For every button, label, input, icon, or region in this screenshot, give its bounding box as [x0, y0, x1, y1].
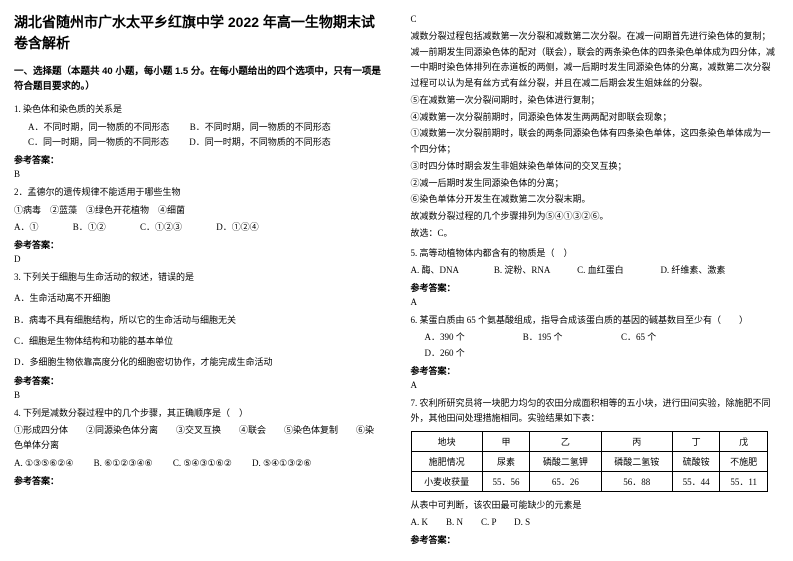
- q1-ans-label: 参考答案：: [14, 153, 383, 166]
- q3-A: A．生命活动离不开细胞: [14, 291, 383, 306]
- q5-ans-label: 参考答案：: [411, 281, 780, 294]
- exp-4: ③时四分体时期会发生非姐妹染色单体间的交叉互换；: [411, 159, 780, 175]
- exp-3: ①减数第一次分裂前期时，联会的两条同源染色体有四条染色单体，这四条染色单体成为一…: [411, 126, 780, 158]
- q5-ans: A: [411, 297, 780, 307]
- q3-stem: 3. 下列关于细胞与生命活动的叙述，错误的是: [14, 270, 383, 285]
- exp-8: 故选：C。: [411, 226, 780, 242]
- r2-4: 55．44: [672, 471, 720, 491]
- exp-6: ⑥染色单体分开发生在减数第二次分裂末期。: [411, 192, 780, 208]
- q5-D: D. 纤维素、激素: [660, 263, 752, 278]
- q2-line: ①病毒 ②蓝藻 ③绿色开花植物 ④细菌: [14, 203, 383, 218]
- exp-2: ④减数第一次分裂前期时，同源染色体发生两两配对即联会现象；: [411, 110, 780, 126]
- q1-A: A．不同时期，同一物质的不同形态: [28, 120, 170, 135]
- q2-ans: D: [14, 254, 383, 264]
- r1-0: 施肥情况: [411, 451, 482, 471]
- exp-0: 减数分裂过程包括减数第一次分裂和减数第二次分裂。在减一间期首先进行染色体的复制；…: [411, 29, 780, 92]
- q5-opts: A. 酶、DNA B. 淀粉、RNA C. 血红蛋白 D. 纤维素、激素: [411, 263, 780, 278]
- q6-ans-label: 参考答案：: [411, 364, 780, 377]
- r1-2: 磷酸二氢钾: [530, 451, 601, 471]
- q1-opts-row2: C．同一时期，同一物质的不同形态 D．同一时期，不同物质的不同形态: [14, 135, 383, 150]
- q3-C: C．细胞是生物体结构和功能的基本单位: [14, 334, 383, 349]
- q4-opts: A. ①③⑤⑥②④ B. ⑥①②③④⑥ C. ⑤④③①⑥② D. ⑤④①③②⑥: [14, 456, 383, 471]
- q4-A: A. ①③⑤⑥②④: [14, 458, 73, 468]
- table-row-2: 小麦收获量 55．56 65．26 56．88 55．44 55．11: [411, 471, 767, 491]
- q4-ans-label: 参考答案：: [14, 474, 383, 487]
- q7-ans-label: 参考答案：: [411, 533, 780, 546]
- r1-4: 硫酸铵: [672, 451, 720, 471]
- section-heading: 一、选择题（本题共 40 小题，每小题 1.5 分。在每小题给出的四个选项中，只…: [14, 64, 383, 94]
- th-4: 丁: [672, 431, 720, 451]
- q2-D: D．①②④: [216, 220, 259, 235]
- q7-tail: 从表中可判断，该农田最可能缺少的元素是: [411, 498, 780, 513]
- r1-1: 尿素: [482, 451, 530, 471]
- r1-5: 不施肥: [720, 451, 768, 471]
- exp-7: 故减数分裂过程的几个步骤排列为⑤④①③②⑥。: [411, 209, 780, 225]
- right-column: C 减数分裂过程包括减数第一次分裂和减数第二次分裂。在减一间期首先进行染色体的复…: [397, 0, 793, 561]
- q2-B: B．①②: [73, 220, 106, 235]
- q3-ans-label: 参考答案：: [14, 374, 383, 387]
- q6-opts: A．390 个 B．195 个 C．65 个 D．260 个: [411, 330, 780, 361]
- r2-0: 小麦收获量: [411, 471, 482, 491]
- exp-1: ⑤在减数第一次分裂间期时，染色体进行复制；: [411, 93, 780, 109]
- q2-ans-label: 参考答案：: [14, 238, 383, 251]
- r2-1: 55．56: [482, 471, 530, 491]
- q7-stem: 7. 农利所研究员将一块肥力均匀的农田分成面积相等的五小块，进行田间实验，除施肥…: [411, 396, 780, 427]
- q7-opts: A. K B. N C. P D. S: [411, 515, 780, 530]
- left-column: 湖北省随州市广水太平乡红旗中学 2022 年高一生物期末试卷含解析 一、选择题（…: [0, 0, 397, 561]
- q6-C: C．65 个: [621, 330, 699, 345]
- q6-A: A．390 个: [425, 330, 503, 345]
- q2-stem: 2．孟德尔的遗传规律不能适用于哪些生物: [14, 185, 383, 200]
- q2-A: A．①: [14, 220, 39, 235]
- q3-ans: B: [14, 390, 383, 400]
- r1-3: 磷酸二氢铵: [601, 451, 672, 471]
- q3-B: B．病毒不具有细胞结构，所以它的生命活动与细胞无关: [14, 313, 383, 328]
- q4-stem: 4. 下列是减数分裂过程中的几个步骤，其正确顺序是（ ）: [14, 406, 383, 421]
- q6-ans: A: [411, 380, 780, 390]
- q6-B: B．195 个: [523, 330, 601, 345]
- q1-D: D．同一时期，不同物质的不同形态: [189, 135, 331, 150]
- q5-C: C. 血红蛋白: [577, 263, 658, 278]
- table-row-1: 施肥情况 尿素 磷酸二氢钾 磷酸二氢铵 硫酸铵 不施肥: [411, 451, 767, 471]
- th-3: 丙: [601, 431, 672, 451]
- th-5: 戊: [720, 431, 768, 451]
- q2-C: C．①②③: [140, 220, 182, 235]
- q2-opts: A．① B．①② C．①②③ D．①②④: [14, 220, 383, 235]
- q3-D: D．多细胞生物依靠高度分化的细胞密切协作，才能完成生命活动: [14, 355, 383, 370]
- q4-B: B. ⑥①②③④⑥: [94, 458, 153, 468]
- q1-stem: 1. 染色体和染色质的关系是: [14, 102, 383, 117]
- th-1: 甲: [482, 431, 530, 451]
- q4-line1: ①形成四分体 ②同源染色体分离 ③交叉互换 ④联会 ⑤染色体复制 ⑥染色单体分离: [14, 423, 383, 454]
- r2-5: 55．11: [720, 471, 768, 491]
- q1-opts-row1: A．不同时期，同一物质的不同形态 B．不同时期，同一物质的不同形态: [14, 120, 383, 135]
- q5-A: A. 酶、DNA: [411, 263, 492, 278]
- q5-stem: 5. 高等动植物体内都含有的物质是（ ）: [411, 246, 780, 261]
- q4-ans-letter: C: [411, 12, 780, 28]
- q6-stem: 6. 某蛋白质由 65 个氨基酸组成，指导合成该蛋白质的基因的碱基数目至少有（ …: [411, 313, 780, 328]
- q1-C: C．同一时期，同一物质的不同形态: [28, 135, 169, 150]
- exam-title: 湖北省随州市广水太平乡红旗中学 2022 年高一生物期末试卷含解析: [14, 12, 383, 54]
- q4-D: D. ⑤④①③②⑥: [252, 458, 311, 468]
- r2-2: 65．26: [530, 471, 601, 491]
- q7-table: 地块 甲 乙 丙 丁 戊 施肥情况 尿素 磷酸二氢钾 磷酸二氢铵 硫酸铵 不施肥…: [411, 431, 768, 492]
- table-row-head: 地块 甲 乙 丙 丁 戊: [411, 431, 767, 451]
- th-0: 地块: [411, 431, 482, 451]
- exp-5: ②减一后期时发生同源染色体的分离；: [411, 176, 780, 192]
- q5-B: B. 淀粉、RNA: [494, 263, 575, 278]
- q6-D: D．260 个: [425, 346, 503, 361]
- r2-3: 56．88: [601, 471, 672, 491]
- q1-ans: B: [14, 169, 383, 179]
- q4-C: C. ⑤④③①⑥②: [173, 458, 232, 468]
- q1-B: B．不同时期，同一物质的不同形态: [190, 120, 331, 135]
- th-2: 乙: [530, 431, 601, 451]
